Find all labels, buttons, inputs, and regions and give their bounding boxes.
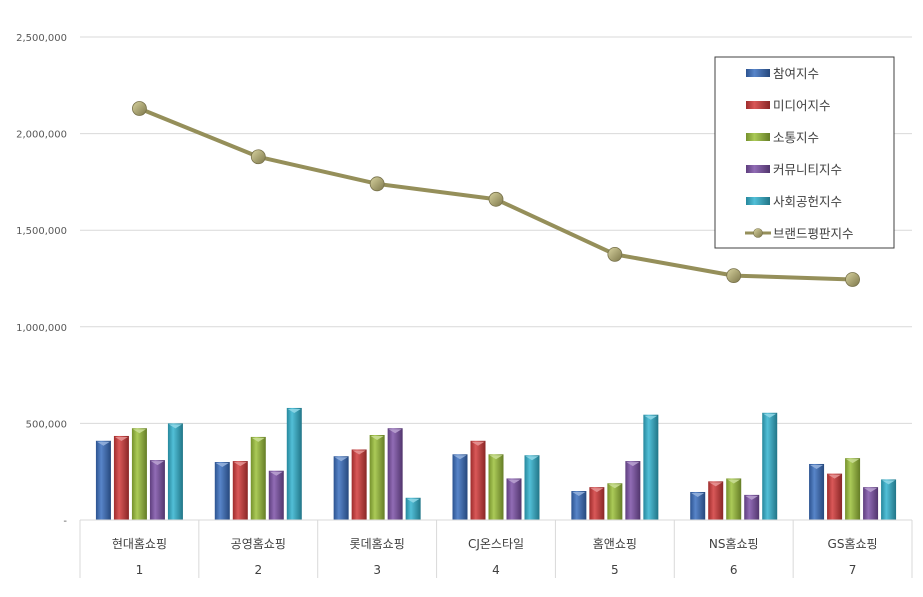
legend-label: 브랜드평판지수	[773, 226, 854, 241]
bar-group	[214, 407, 302, 520]
category-label: GS홈쇼핑	[828, 537, 878, 551]
y-tick-label: 2,500,000	[16, 33, 67, 44]
bar	[744, 494, 760, 520]
bar	[333, 456, 349, 520]
bar	[452, 454, 468, 520]
bar	[405, 497, 421, 520]
bar	[167, 423, 183, 520]
category-label: 공영홈쇼핑	[231, 537, 286, 551]
bar	[845, 458, 861, 520]
category-label: NS홈쇼핑	[709, 537, 759, 551]
bar-group	[95, 423, 183, 520]
legend-label: 참여지수	[773, 66, 819, 81]
bar	[708, 481, 724, 520]
bar	[113, 435, 129, 520]
y-axis: - 500,000 1,000,000 1,500,000 2,000,000 2,500…	[16, 33, 67, 527]
bar	[214, 462, 230, 520]
bar	[625, 461, 641, 520]
legend-label: 사회공헌지수	[773, 194, 842, 209]
bar-group	[809, 458, 897, 520]
legend-swatch	[746, 101, 770, 109]
legend-item: 미디어지수	[746, 98, 831, 113]
y-tick-label: 2,000,000	[16, 130, 67, 141]
bar-group	[333, 428, 421, 520]
category-rank: 3	[373, 563, 381, 577]
legend-swatch	[746, 197, 770, 205]
bar-group	[452, 440, 540, 520]
line-marker	[132, 101, 147, 116]
line-series-brand-reputation	[132, 101, 860, 287]
legend-item: 소통지수	[746, 130, 819, 145]
bar	[470, 440, 486, 520]
y-tick-label: 1,000,000	[16, 323, 67, 334]
bar	[571, 491, 587, 520]
y-tick-label: 1,500,000	[16, 226, 67, 237]
legend-label: 소통지수	[773, 130, 819, 145]
line-marker	[726, 268, 742, 284]
bar	[506, 478, 522, 520]
bar	[881, 479, 897, 520]
bar	[524, 455, 540, 520]
bar	[607, 483, 623, 520]
bar	[232, 461, 248, 520]
bar-group	[690, 412, 778, 520]
category-label: 롯데홈쇼핑	[350, 537, 405, 551]
bar	[149, 460, 165, 520]
bar	[827, 473, 843, 520]
category-rank: 7	[849, 563, 857, 577]
legend-swatch	[746, 165, 770, 173]
bar	[589, 487, 605, 520]
legend-line-marker	[753, 228, 763, 238]
bar	[863, 487, 879, 520]
legend-item: 브랜드평판지수	[745, 226, 854, 241]
bar	[387, 428, 403, 520]
legend-swatch	[746, 133, 770, 141]
bar	[809, 463, 825, 520]
bar-group	[571, 414, 659, 520]
bar-series	[95, 407, 897, 520]
bar	[351, 449, 367, 520]
bar	[488, 454, 504, 520]
line-marker	[250, 149, 266, 165]
category-label: CJ온스타일	[468, 537, 524, 551]
legend-item: 사회공헌지수	[746, 194, 842, 209]
category-rank: 2	[254, 563, 262, 577]
bar	[286, 407, 302, 520]
bar	[690, 491, 706, 520]
bar	[268, 470, 284, 520]
category-rank: 5	[611, 563, 619, 577]
legend-label: 미디어지수	[773, 98, 831, 113]
legend-swatch	[746, 69, 770, 77]
legend-item: 참여지수	[746, 66, 819, 81]
category-rank: 4	[492, 563, 500, 577]
line-marker	[488, 191, 504, 207]
y-tick-label: -	[63, 516, 67, 527]
category-rank: 1	[136, 563, 144, 577]
bar	[131, 428, 147, 520]
bar	[643, 414, 659, 520]
bar	[726, 478, 742, 520]
x-axis: 현대홈쇼핑 1 공영홈쇼핑 2 롯데홈쇼핑 3 CJ온스타일 4 홈앤쇼핑 5 NS홈쇼핑 6 GS홈쇼…	[79, 519, 913, 578]
bar	[95, 440, 111, 520]
category-rank: 6	[730, 563, 738, 577]
line-marker	[607, 246, 623, 262]
line-marker	[369, 176, 385, 192]
legend-label: 커뮤니티지수	[773, 162, 842, 177]
category-label: 현대홈쇼핑	[112, 537, 167, 551]
line-marker	[845, 272, 860, 287]
legend-item: 커뮤니티지수	[746, 162, 842, 177]
y-tick-label: 500,000	[26, 419, 67, 430]
bar	[369, 434, 385, 520]
bar	[762, 412, 778, 520]
category-label: 홈앤쇼핑	[593, 537, 637, 551]
bar	[250, 436, 266, 520]
